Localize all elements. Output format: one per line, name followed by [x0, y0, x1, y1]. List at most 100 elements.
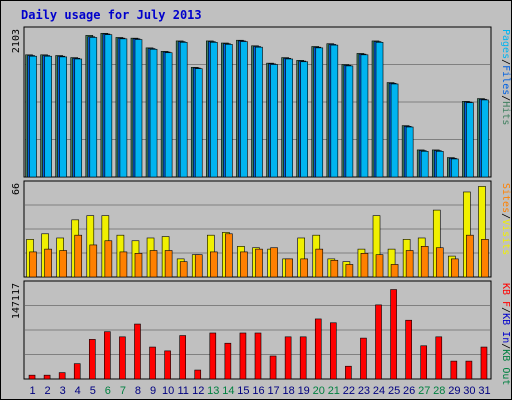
- bar-kb-f: [194, 369, 202, 380]
- bar-pages: [194, 68, 203, 178]
- x-tick-label: 25: [388, 385, 400, 397]
- bar-pages: [315, 47, 324, 178]
- bar-kb-f: [134, 323, 141, 380]
- legend-part: Files: [500, 65, 511, 95]
- bar-sites: [210, 251, 218, 278]
- x-tick-label: 7: [120, 385, 126, 397]
- x-tick-label: 12: [192, 385, 204, 397]
- y-max-label: 2103: [11, 29, 22, 53]
- x-tick-label: 10: [162, 385, 174, 397]
- bar-sites: [300, 258, 308, 278]
- bar-pages: [451, 158, 459, 178]
- bar-sites: [435, 247, 444, 278]
- bar-pages: [375, 42, 384, 178]
- bar-pages: [481, 99, 489, 178]
- bar-kb-f: [254, 332, 262, 380]
- bar-sites: [89, 244, 98, 278]
- chart-title: Daily usage for July 2013: [21, 8, 202, 22]
- bar-sites: [255, 248, 263, 278]
- bar-kb-f: [330, 322, 337, 380]
- bar-kb-f: [480, 346, 488, 380]
- bar-pages: [179, 42, 188, 178]
- bar-pages: [466, 102, 474, 178]
- bar-kb-f: [43, 374, 51, 380]
- x-tick-label: 3: [60, 385, 66, 397]
- bar-kb-f: [450, 360, 458, 380]
- bar-pages: [225, 44, 233, 178]
- bar-sites: [345, 264, 354, 278]
- x-tick-label: 1: [29, 385, 35, 397]
- y-max-label: 66: [11, 183, 22, 195]
- x-tick-label: 18: [283, 385, 295, 397]
- legend-part: Hits: [500, 101, 511, 125]
- bar-kb-f: [314, 318, 322, 380]
- bar-kb-f: [149, 346, 156, 380]
- legend-part: Visits: [500, 219, 511, 255]
- legend-label: KB F/KB In/KB Out: [500, 283, 511, 385]
- bar-kb-f: [390, 289, 397, 380]
- legend-part: /: [500, 59, 511, 65]
- bar-kb-f: [239, 332, 247, 380]
- bar-sites: [270, 247, 278, 278]
- bar-pages: [270, 64, 278, 178]
- bar-pages: [255, 46, 263, 178]
- bar-sites: [104, 240, 113, 278]
- x-tick-label: 6: [105, 385, 111, 397]
- bar-pages: [435, 151, 444, 178]
- bar-sites: [44, 248, 52, 278]
- bar-pages: [210, 42, 218, 178]
- bar-pages: [29, 55, 37, 178]
- bar-kb-f: [224, 342, 232, 380]
- legend-part: KB F: [500, 283, 511, 307]
- legend-part: /: [500, 213, 511, 219]
- bar-sites: [390, 264, 399, 278]
- bar-pages: [89, 37, 98, 178]
- bar-sites: [194, 254, 203, 278]
- bar-pages: [300, 61, 308, 178]
- x-tick-label: 30: [463, 385, 475, 397]
- bar-sites: [315, 248, 324, 278]
- bar-sites: [29, 251, 37, 278]
- bar-pages: [405, 126, 414, 178]
- bar-kb-f: [119, 336, 126, 380]
- bar-kb-f: [420, 345, 428, 380]
- bar-sites: [405, 250, 414, 278]
- bar-pages: [240, 41, 248, 178]
- bar-sites: [179, 261, 188, 278]
- bar-pages: [345, 65, 354, 178]
- bar-sites: [119, 251, 128, 278]
- bar-sites: [360, 253, 369, 278]
- bar-pages: [104, 34, 113, 178]
- legend-part: Pages: [500, 29, 511, 59]
- bar-kb-f: [345, 365, 352, 380]
- legend-part: /: [500, 307, 511, 313]
- x-tick-label: 29: [448, 385, 460, 397]
- legend-part: Sites: [500, 183, 511, 213]
- x-tick-label: 22: [343, 385, 355, 397]
- x-tick-label: 24: [373, 385, 385, 397]
- x-tick-label: 28: [433, 385, 445, 397]
- bar-kb-f: [465, 360, 473, 380]
- bar-sites: [466, 234, 474, 278]
- bar-kb-f: [164, 350, 171, 380]
- x-tick-label: 14: [222, 385, 234, 397]
- legend-label: Pages/Files/Hits: [500, 29, 511, 125]
- bar-kb-f: [58, 372, 66, 380]
- x-tick-label: 4: [75, 385, 81, 397]
- bar-pages: [164, 52, 173, 178]
- x-tick-label: 9: [150, 385, 156, 397]
- legend-label: Sites/Visits: [500, 183, 511, 255]
- bar-sites: [375, 254, 384, 278]
- bar-kb-f: [360, 337, 367, 380]
- bar-kb-f: [269, 355, 277, 380]
- legend-part: KB Out: [500, 349, 511, 385]
- bar-sites: [420, 246, 429, 278]
- x-tick-label: 17: [267, 385, 279, 397]
- bar-sites: [225, 233, 233, 278]
- x-tick-label: 2: [45, 385, 51, 397]
- bar-kb-f: [435, 336, 443, 380]
- x-tick-label: 20: [313, 385, 325, 397]
- bar-kb-f: [28, 374, 36, 380]
